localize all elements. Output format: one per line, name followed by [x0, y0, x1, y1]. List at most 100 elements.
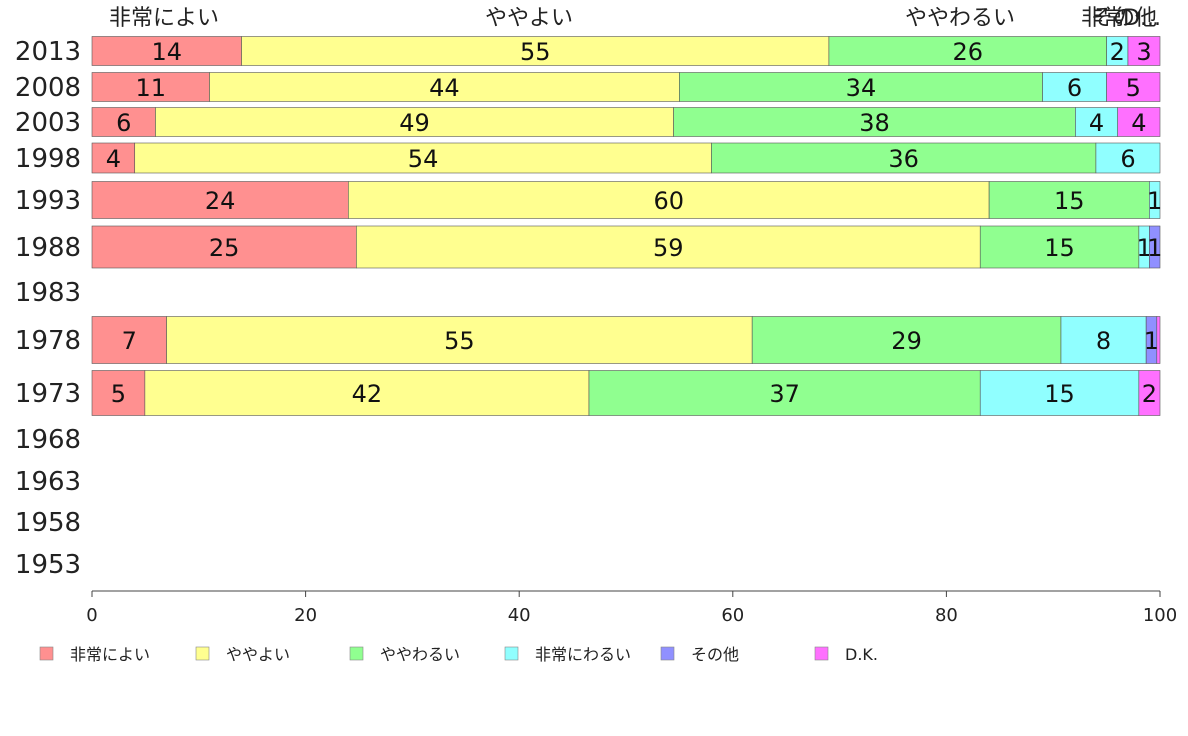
bar-segment	[1060, 316, 1147, 364]
legend-label: ややよい	[226, 645, 290, 664]
legend-label: その他	[691, 645, 739, 664]
x-tick-label: 60	[721, 605, 744, 626]
x-tick-label: 100	[1143, 605, 1177, 626]
bar-segment	[144, 370, 590, 416]
legend-label: ややわるい	[380, 645, 460, 664]
segment-value-label: 25	[209, 234, 240, 262]
segment-value-label: 2	[1110, 38, 1125, 66]
year-label: 1953	[15, 550, 81, 580]
segment-value-label: 3	[1136, 38, 1151, 66]
top-category-label: ややよい	[485, 6, 573, 31]
bar-segment	[209, 72, 680, 102]
segment-value-label: 5	[1126, 74, 1141, 102]
legend-swatch	[504, 646, 519, 661]
legend-swatch	[39, 646, 54, 661]
segment-value-label: 2	[1142, 380, 1157, 408]
segment-value-label: 8	[1096, 327, 1111, 355]
segment-value-label: 1	[1136, 234, 1151, 262]
segment-value-label: 14	[151, 38, 182, 66]
bar-segment	[679, 72, 1043, 102]
bar-segment	[1106, 72, 1161, 102]
bar-segment	[1149, 225, 1161, 269]
segment-value-label: 15	[1044, 234, 1075, 262]
year-label: 2013	[15, 37, 81, 67]
segment-value-label: 42	[352, 380, 383, 408]
bar-segment	[1095, 142, 1161, 174]
segment-value-label: 37	[769, 380, 800, 408]
segment-value-label: 36	[888, 145, 919, 173]
segment-value-label: 4	[1089, 109, 1104, 137]
top-category-label: ややわるい	[905, 6, 1015, 31]
legend-swatch	[814, 646, 829, 661]
year-label: 1978	[15, 326, 81, 356]
segment-value-label: 15	[1044, 380, 1075, 408]
segment-value-label: 55	[520, 38, 551, 66]
segment-value-label: 1	[1147, 234, 1162, 262]
segment-value-label: 5	[111, 380, 126, 408]
bar-segment	[134, 142, 712, 174]
bar-segment	[155, 107, 674, 137]
top-category-label: 非常	[1081, 6, 1125, 31]
bar-segment	[979, 370, 1140, 416]
segment-value-label: 6	[116, 109, 131, 137]
segment-value-label: 4	[1131, 109, 1146, 137]
legend-swatch	[660, 646, 675, 661]
legend-label: 非常にわるい	[535, 645, 631, 664]
x-tick-label: 20	[294, 605, 317, 626]
year-label: 1963	[15, 467, 81, 497]
year-label: 1958	[15, 508, 81, 538]
top-category-label: 非常によい	[109, 6, 219, 31]
bar-segment	[1149, 181, 1161, 219]
year-label: 1973	[15, 379, 81, 409]
segment-value-label: 34	[846, 74, 877, 102]
bar-segment	[91, 142, 136, 174]
segment-value-label: 1	[1147, 187, 1162, 215]
bar-segment	[91, 370, 146, 416]
year-label: 2003	[15, 108, 81, 138]
bar-segment	[91, 107, 156, 137]
bar-segment	[1117, 107, 1161, 137]
year-label: 1968	[15, 425, 81, 455]
top-category-label: その他	[1091, 6, 1157, 31]
segment-value-label: 29	[891, 327, 922, 355]
top-category-label: D...	[1123, 6, 1161, 31]
bar-segment	[979, 225, 1140, 269]
legend-swatch	[349, 646, 364, 661]
bar-segment	[751, 316, 1062, 364]
segment-value-label: 44	[429, 74, 460, 102]
segment-value-label: 7	[122, 327, 137, 355]
legend-swatch	[195, 646, 210, 661]
bar-segment	[988, 181, 1150, 219]
year-label: 1998	[15, 144, 81, 174]
segment-value-label: 6	[1120, 145, 1135, 173]
segment-value-label: 38	[859, 109, 890, 137]
bar-segment	[1042, 72, 1107, 102]
segment-value-label: 6	[1067, 74, 1082, 102]
segment-value-label: 15	[1054, 187, 1085, 215]
year-label: 1988	[15, 233, 81, 263]
segment-value-label: 4	[106, 145, 121, 173]
bar-segment	[91, 72, 210, 102]
segment-value-label: 55	[444, 327, 475, 355]
bar-segment	[166, 316, 753, 364]
year-label: 1983	[15, 278, 81, 308]
x-tick-label: 40	[508, 605, 531, 626]
bar-segment	[91, 36, 242, 66]
year-label: 2008	[15, 73, 81, 103]
segment-value-label: 24	[205, 187, 236, 215]
bar-segment	[1075, 107, 1119, 137]
segment-value-label: 11	[135, 74, 166, 102]
bar-segment	[91, 225, 357, 269]
segment-value-label: 1	[1144, 327, 1159, 355]
segment-value-label: 54	[408, 145, 439, 173]
x-tick-label: 0	[86, 605, 97, 626]
bar-segment	[91, 181, 349, 219]
legend-label: D.K.	[845, 645, 878, 664]
segment-value-label: 49	[399, 109, 430, 137]
bar-segment	[588, 370, 981, 416]
x-tick-label: 80	[935, 605, 958, 626]
legend-label: 非常によい	[70, 645, 150, 664]
segment-value-label: 60	[653, 187, 684, 215]
bar-segment	[1138, 370, 1161, 416]
